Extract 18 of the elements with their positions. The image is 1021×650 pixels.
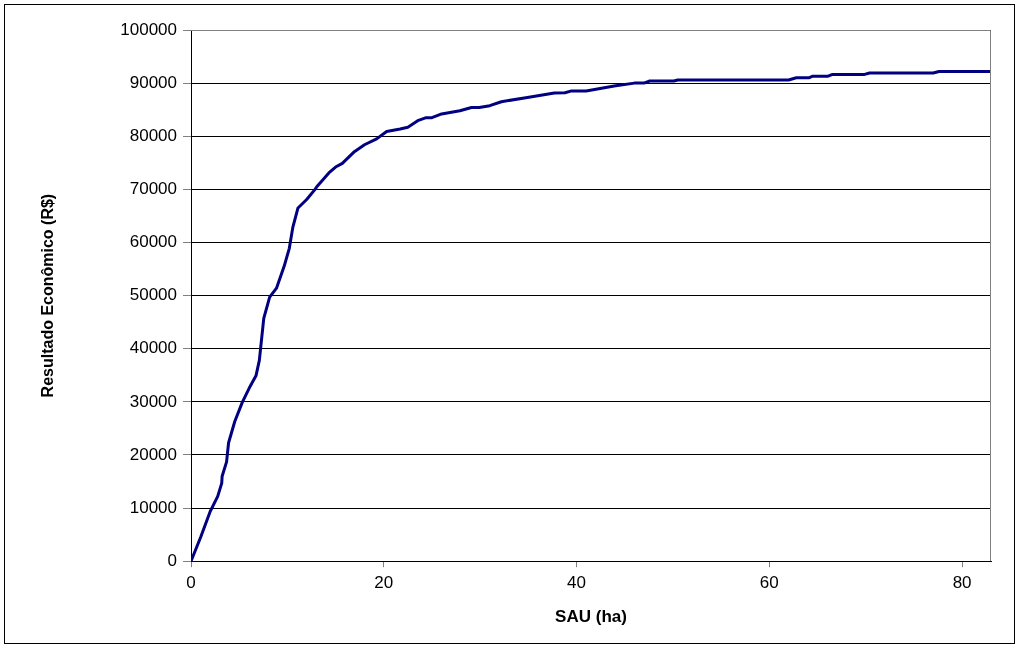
y-tick-label: 40000 (129, 338, 177, 358)
y-tick-label: 100000 (120, 19, 177, 39)
x-axis-title: SAU (ha) (555, 607, 627, 627)
x-tick-label: 40 (567, 573, 586, 593)
y-tick-label: 60000 (129, 232, 177, 252)
y-tick-label: 90000 (129, 72, 177, 92)
y-tick-label: 50000 (129, 285, 177, 305)
y-tick-label: 70000 (129, 179, 177, 199)
y-tick-label: 30000 (129, 391, 177, 411)
x-tick-label: 60 (759, 573, 779, 593)
y-tick-label: 10000 (129, 497, 177, 517)
y-tick-label: 0 (167, 550, 177, 570)
y-tick-label: 20000 (129, 444, 177, 464)
y-tick-label: 80000 (129, 125, 177, 145)
x-tick-label: 80 (952, 573, 972, 593)
y-axis-title: Resultado Econômico (R$) (39, 193, 57, 398)
x-tick-label: 20 (374, 573, 394, 593)
x-tick-label: 0 (186, 573, 196, 593)
